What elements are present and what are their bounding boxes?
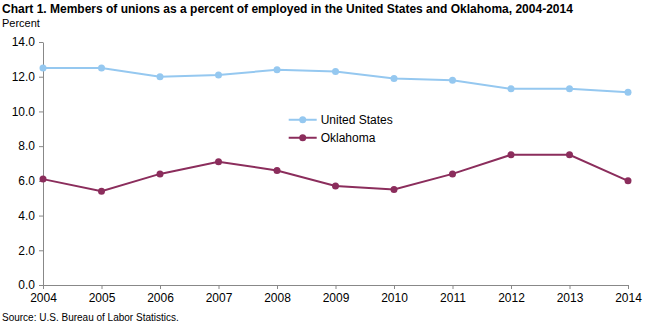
x-tick-label: 2009 — [323, 291, 350, 305]
x-tick: 2010 — [381, 285, 408, 305]
x-tick-mark — [43, 285, 44, 289]
y-tick-mark — [39, 111, 43, 112]
chart: Chart 1. Members of unions as a percent … — [0, 0, 650, 327]
y-tick: 2.0 — [18, 244, 43, 258]
data-point — [566, 151, 573, 158]
x-tick-label: 2008 — [264, 291, 291, 305]
y-tick: 14.0 — [12, 35, 43, 49]
series-line — [43, 155, 628, 191]
y-tick-label: 2.0 — [18, 244, 35, 258]
y-tick: 6.0 — [18, 174, 43, 188]
legend-item: United States — [289, 113, 393, 127]
series-line — [43, 68, 628, 92]
y-tick-label: 14.0 — [12, 35, 36, 49]
y-tick: 8.0 — [18, 139, 43, 153]
data-point — [508, 85, 515, 92]
legend-label: Oklahoma — [321, 131, 376, 145]
data-point — [274, 167, 281, 174]
x-tick-mark — [277, 285, 278, 289]
x-tick-mark — [160, 285, 161, 289]
x-tick: 2008 — [264, 285, 291, 305]
legend-marker — [299, 116, 306, 123]
data-point — [157, 170, 164, 177]
x-tick: 2006 — [147, 285, 174, 305]
x-tick: 2014 — [615, 285, 642, 305]
y-axis-title: Percent — [2, 17, 40, 29]
data-point — [449, 170, 456, 177]
legend-item: Oklahoma — [289, 131, 376, 145]
x-tick-mark — [219, 285, 220, 289]
x-tick-label: 2014 — [615, 291, 642, 305]
y-tick-mark — [39, 216, 43, 217]
legend: United States Oklahoma — [289, 113, 393, 145]
title: Chart 1. Members of unions as a percent … — [2, 2, 573, 16]
data-point — [508, 151, 515, 158]
data-point — [40, 65, 47, 72]
y-tick: 10.0 — [12, 105, 43, 119]
x-tick: 2007 — [206, 285, 233, 305]
y-tick-label: 4.0 — [18, 209, 35, 223]
y-tick-label: 10.0 — [12, 105, 36, 119]
data-point — [625, 177, 632, 184]
x-tick-label: 2004 — [30, 291, 57, 305]
data-point — [98, 65, 105, 72]
data-point — [332, 68, 339, 75]
data-point — [274, 66, 281, 73]
x-tick: 2011 — [440, 285, 466, 305]
x-tick-label: 2013 — [557, 291, 584, 305]
x-axis: 2004 2005 2006 2007 2008 2009 2010 2011 2012 2013… — [30, 285, 642, 305]
x-tick-mark — [511, 285, 512, 289]
x-tick: 2004 — [30, 285, 57, 305]
x-tick-mark — [570, 285, 571, 289]
data-point — [40, 176, 47, 183]
x-tick-mark — [453, 285, 454, 289]
x-tick-mark — [394, 285, 395, 289]
y-tick: 4.0 — [18, 209, 43, 223]
data-point — [215, 158, 222, 165]
x-tick-label: 2010 — [381, 291, 408, 305]
x-tick-mark — [102, 285, 103, 289]
y-tick-label: 8.0 — [18, 139, 35, 153]
y-axis: 0.02.04.06.08.010.012.014.0 — [12, 35, 44, 292]
legend-label: United States — [321, 113, 393, 127]
y-tick-mark — [39, 77, 43, 78]
x-tick-label: 2012 — [498, 291, 525, 305]
y-tick: 12.0 — [12, 70, 43, 84]
x-tick-label: 2007 — [206, 291, 233, 305]
data-point — [157, 73, 164, 80]
x-tick-mark — [628, 285, 629, 289]
data-point — [625, 89, 632, 96]
source-note: Source: U.S. Bureau of Labor Statistics. — [2, 312, 179, 323]
x-tick-mark — [336, 285, 337, 289]
y-tick-mark — [39, 285, 43, 286]
data-point — [449, 77, 456, 84]
y-tick-label: 6.0 — [18, 174, 35, 188]
y-tick-mark — [39, 146, 43, 147]
x-tick: 2012 — [498, 285, 525, 305]
y-tick-label: 12.0 — [12, 70, 36, 84]
data-point — [391, 186, 398, 193]
legend-marker — [299, 134, 306, 141]
data-point — [215, 71, 222, 78]
x-tick-label: 2006 — [147, 291, 174, 305]
data-point — [566, 85, 573, 92]
data-point — [391, 75, 398, 82]
x-tick: 2005 — [89, 285, 116, 305]
x-tick-label: 2005 — [89, 291, 116, 305]
x-tick: 2013 — [557, 285, 584, 305]
y-tick-mark — [39, 42, 43, 43]
x-tick-label: 2011 — [440, 291, 466, 305]
data-point — [332, 183, 339, 190]
data-point — [98, 188, 105, 195]
plot-area — [40, 65, 632, 195]
y-tick-mark — [39, 250, 43, 251]
x-tick: 2009 — [323, 285, 350, 305]
y-axis-line — [43, 43, 44, 286]
